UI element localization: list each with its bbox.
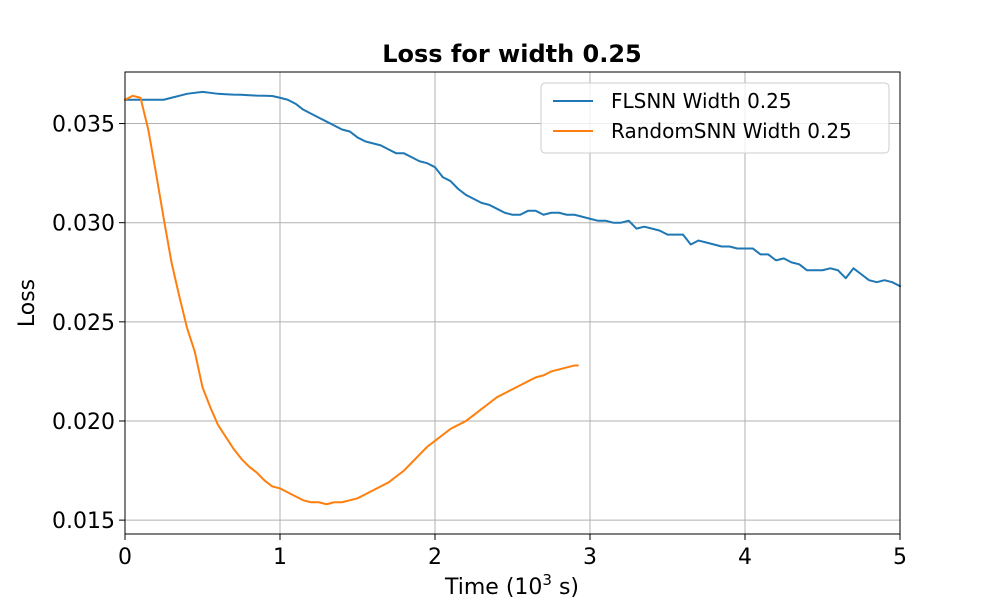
plot-frame — [124, 71, 901, 535]
x-tick-label: 5 — [893, 545, 907, 570]
series-flsnn-line — [124, 90, 902, 288]
y-tick-label: 0.020 — [52, 410, 115, 435]
legend-label-flsnn: FLSNN Width 0.25 — [611, 89, 792, 113]
chart-title: Loss for width 0.25 — [382, 40, 642, 68]
x-axis: 0 1 2 3 4 5 — [118, 534, 907, 570]
y-tick-label: 0.015 — [52, 509, 115, 534]
x-tick-label: 1 — [273, 545, 287, 570]
x-tick-label: 3 — [583, 545, 597, 570]
series-layer — [123, 90, 902, 506]
series-randomsnn-line — [123, 94, 579, 506]
legend-label-randomsnn: RandomSNN Width 0.25 — [611, 119, 852, 143]
y-axis: 0.015 0.020 0.025 0.030 0.035 — [52, 113, 125, 534]
y-axis-label: Loss — [15, 279, 40, 327]
x-axis-label: Time (103 s) — [444, 571, 579, 600]
legend-box — [540, 82, 890, 154]
x-tick-label: 0 — [118, 545, 132, 570]
y-tick-label: 0.035 — [52, 113, 115, 138]
y-tick-label: 0.025 — [52, 311, 115, 336]
legend: FLSNN Width 0.25 RandomSNN Width 0.25 — [540, 82, 890, 154]
y-tick-label: 0.030 — [52, 212, 115, 237]
x-tick-label: 2 — [428, 545, 442, 570]
x-tick-label: 4 — [738, 545, 752, 570]
